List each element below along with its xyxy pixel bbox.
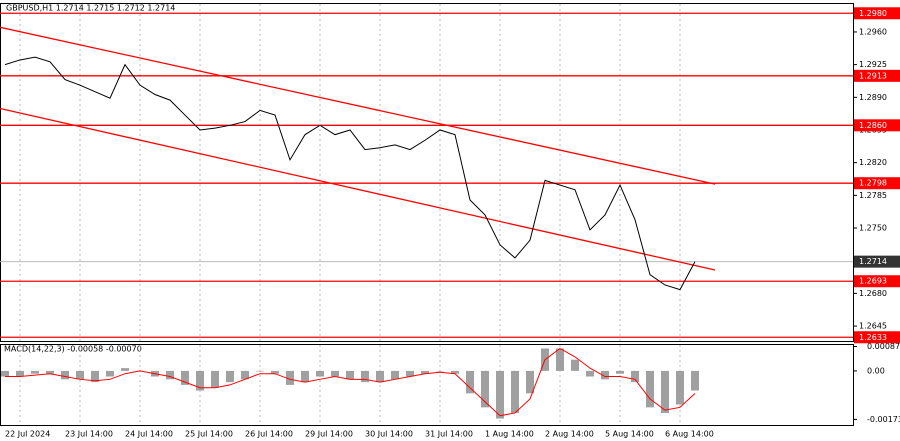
y-tick-label: 1.2960 (859, 27, 887, 36)
macd-bar (496, 370, 504, 419)
level-box (854, 331, 900, 344)
macd-bar (91, 370, 99, 383)
current-price-box (854, 255, 900, 268)
macd-bar (526, 370, 534, 394)
macd-bar (166, 370, 174, 380)
macd-frame (0, 344, 854, 426)
macd-bar (676, 370, 684, 405)
channel-line (0, 107, 716, 271)
y-tick-label: 1.2890 (859, 93, 887, 102)
x-tick-label: 23 Jul 14:00 (65, 430, 113, 439)
x-tick-label: 5 Aug 14:00 (605, 430, 654, 439)
x-tick-label: 25 Jul 14:00 (185, 430, 233, 439)
price-line (4, 56, 696, 291)
macd-bar (316, 370, 324, 377)
macd-bar (301, 370, 309, 383)
macd-bar (61, 370, 69, 380)
signal-line (5, 347, 696, 417)
x-tick-label: 1 Aug 14:00 (485, 430, 534, 439)
x-tick-label: 26 Jul 14:00 (245, 430, 293, 439)
macd-bar (31, 370, 39, 374)
level-label: 1.2860 (859, 121, 887, 130)
macd-bar (106, 370, 114, 377)
level-box (854, 69, 900, 82)
macd-bar (226, 370, 234, 383)
macd-bar (631, 370, 639, 383)
macd-bar (616, 370, 624, 374)
macd-bar (571, 359, 579, 371)
macd-bar (46, 370, 54, 374)
macd-bar (511, 370, 519, 413)
y-tick-label: 1.2785 (859, 191, 887, 200)
x-tick-label: 22 Jul 2024 (5, 430, 50, 439)
macd-bar (481, 370, 489, 408)
macd-bar (646, 370, 654, 408)
y-tick-label: 0.00 (867, 366, 885, 375)
level-box (854, 119, 900, 132)
channel-line (0, 26, 716, 185)
macd-bar (181, 370, 189, 385)
y-tick-label: 1.2820 (859, 158, 887, 167)
level-box (854, 177, 900, 190)
macd-bar (466, 370, 474, 394)
macd-bar (586, 370, 594, 377)
macd-bar (451, 370, 459, 374)
macd-bar (271, 370, 279, 374)
macd-bar (391, 370, 399, 380)
macd-bar (421, 370, 429, 374)
x-tick-label: 30 Jul 14:00 (365, 430, 413, 439)
y-tick-label: 1.2750 (859, 224, 887, 233)
level-label: 1.2633 (859, 333, 887, 342)
level-label: 1.2798 (859, 179, 887, 188)
macd-bar (436, 370, 444, 372)
price-frame (0, 3, 854, 342)
macd-bar (241, 370, 249, 380)
macd-bar (76, 370, 84, 380)
macd-bar (331, 370, 339, 377)
macd-bar (376, 370, 384, 383)
x-tick-label: 2 Aug 14:00 (545, 430, 594, 439)
macd-bar (361, 370, 369, 383)
level-box (854, 7, 900, 20)
macd-bar (256, 370, 264, 372)
macd-title: MACD(14,22,3) -0.00058 -0.00070 (4, 345, 142, 354)
macd-bar (196, 370, 204, 391)
macd-bar (286, 370, 294, 385)
y-tick-label: 1.2645 (859, 322, 887, 331)
y-tick-label: -0.00173 (867, 415, 900, 424)
macd-bar (211, 370, 219, 388)
level-box (854, 275, 900, 288)
level-label: 1.2980 (859, 9, 887, 18)
x-tick-label: 6 Aug 14:00 (665, 430, 714, 439)
macd-bar (556, 348, 564, 371)
macd-bar (406, 370, 414, 377)
macd-bar (16, 370, 24, 377)
y-tick-label: 0.00087 (867, 342, 900, 351)
macd-bar (691, 370, 699, 391)
macd-bar (346, 370, 354, 380)
y-tick-label: 1.2925 (859, 60, 887, 69)
macd-bar (121, 368, 129, 371)
current-price-label: 1.2714 (859, 257, 887, 266)
macd-bar (1, 370, 9, 377)
macd-bar (601, 370, 609, 380)
y-tick-label: 1.2680 (859, 289, 887, 298)
x-tick-label: 31 Jul 14:00 (425, 430, 473, 439)
macd-bar (661, 370, 669, 413)
price-title: GBPUSD,H1 1.2714 1.2715 1.2712 1.2714 (6, 4, 175, 13)
level-label: 1.2693 (859, 277, 887, 286)
level-label: 1.2913 (859, 71, 887, 80)
x-tick-label: 29 Jul 14:00 (305, 430, 353, 439)
x-tick-label: 24 Jul 14:00 (125, 430, 173, 439)
